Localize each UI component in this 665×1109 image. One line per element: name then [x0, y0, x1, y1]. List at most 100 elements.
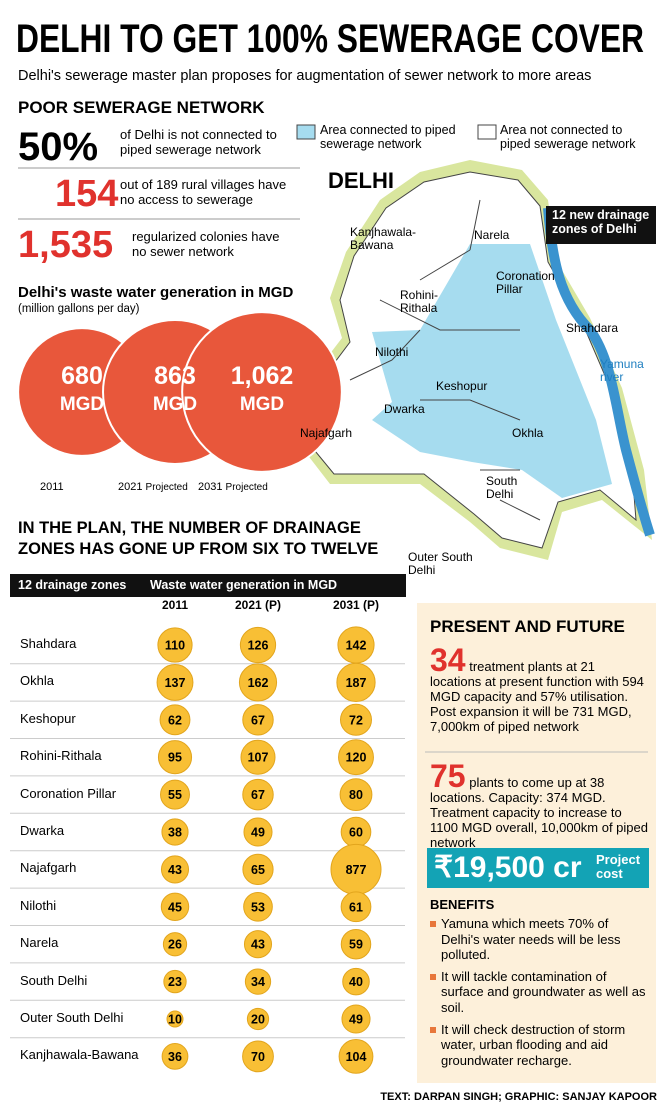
- table-header: 12 drainage zones: [18, 578, 127, 592]
- zone-label: South Delhi: [486, 474, 518, 502]
- bubble-label: 72: [349, 713, 363, 727]
- yamuna: [543, 207, 655, 537]
- bubble-label: 120: [346, 751, 367, 765]
- circle-year: 2031 Projected: [198, 481, 268, 494]
- circle-unit: MGD: [153, 394, 197, 415]
- year-header: 2031 (P): [332, 598, 380, 612]
- bubble: [246, 1007, 270, 1031]
- bubble: [339, 778, 373, 812]
- bubble: [340, 891, 372, 923]
- bubble-label: 43: [251, 938, 265, 952]
- legend-label: Area connected to piped sewerage network: [320, 123, 456, 152]
- circle-year: 2021 Projected: [118, 481, 188, 494]
- circle-label: 680: [61, 362, 103, 390]
- bubble-label: 53: [251, 900, 265, 914]
- bullet: [430, 973, 436, 980]
- bubble-label: 61: [349, 900, 363, 914]
- bubble-label: 45: [168, 900, 182, 914]
- bubble: [160, 855, 190, 884]
- box-heading: PRESENT AND FUTURE: [430, 617, 625, 636]
- bubble-label: 162: [248, 676, 269, 690]
- bubble-label: 23: [168, 975, 182, 989]
- zone-label: Kanjhawala- Bawana: [350, 225, 417, 253]
- stat-figure: 154: [55, 173, 119, 215]
- zone-name: Keshopur: [20, 710, 76, 726]
- bubble: [161, 1043, 189, 1070]
- zone-name: Nilothi: [20, 897, 57, 913]
- stat-figure: 50%: [18, 125, 99, 169]
- year-header: 2021 (P): [234, 598, 282, 612]
- present-future-box: [417, 603, 656, 1083]
- zone-name: South Delhi: [20, 972, 88, 988]
- cost-label: Project cost: [596, 852, 641, 881]
- zone-label: Narela: [474, 228, 510, 242]
- bubble-label: 187: [346, 676, 367, 690]
- bubble-label: 55: [168, 788, 182, 802]
- bubble: [239, 626, 277, 664]
- bubble: [166, 1010, 184, 1028]
- bubble-label: 43: [168, 863, 182, 877]
- circle-unit: MGD: [60, 394, 104, 415]
- section-heading: IN THE PLAN, THE NUMBER OF DRAINAGE ZONE…: [18, 519, 379, 559]
- bubble-label: 67: [251, 788, 265, 802]
- legend-label: Area not connected to piped sewerage net…: [500, 123, 636, 152]
- zone-label: Nilothi: [375, 345, 409, 359]
- future-item: 34 treatment plants at 21 locations at p…: [430, 644, 648, 735]
- table-header-bar: [10, 574, 406, 597]
- credit: TEXT: DARPAN SINGH; GRAPHIC: SANJAY KAPO…: [380, 1091, 657, 1103]
- zone-name: Kanjhawala-Bawana: [20, 1047, 139, 1063]
- legend-swatch: [296, 124, 316, 140]
- bubble-label: 137: [165, 676, 186, 690]
- bubble: [159, 704, 191, 736]
- zone-name: Okhla: [20, 673, 54, 689]
- bubble: [243, 817, 273, 847]
- bubble: [157, 740, 193, 775]
- callout-box: [546, 206, 656, 244]
- zone-label: Coronation Pillar: [496, 269, 555, 297]
- stat-text: regularized colonies have no sewer netwo…: [132, 229, 280, 259]
- river-label: Yamuna river: [600, 357, 644, 385]
- bubble: [242, 853, 274, 886]
- bubble-label: 38: [168, 826, 182, 840]
- benefit: It will check destruction of storm water…: [430, 1022, 648, 1069]
- item-text: plants to come up at 38 locations. Capac…: [430, 775, 648, 850]
- bubble: [340, 928, 372, 960]
- bubble: [336, 662, 376, 703]
- bubble-label: 59: [349, 938, 363, 952]
- bubble: [341, 1004, 371, 1034]
- year-tag: Projected: [145, 482, 188, 493]
- subtitle: Delhi's sewerage master plan proposes fo…: [18, 68, 592, 84]
- zone-name: Dwarka: [20, 823, 65, 838]
- bubble: [242, 778, 274, 811]
- bullet: [430, 1026, 436, 1033]
- benefit-text: Yamuna which meets 70% of Delhi's water …: [441, 916, 621, 963]
- bubble-label: 65: [251, 863, 265, 877]
- zone-name: Outer South Delhi: [20, 1010, 124, 1025]
- stat-figure: 1,535: [18, 224, 114, 266]
- bubble-label: 34: [251, 975, 265, 989]
- bubble: [338, 1039, 374, 1074]
- zone-name: Coronation Pillar: [20, 785, 117, 801]
- zone-name: Shahdara: [20, 636, 77, 651]
- bubble-label: 70: [251, 1050, 265, 1064]
- bubble-label: 104: [346, 1050, 367, 1064]
- bubble-label: 49: [349, 1013, 363, 1027]
- bubble: [242, 704, 274, 736]
- bubble-label: 62: [168, 713, 182, 727]
- cost-box: [427, 848, 649, 888]
- bubble-label: 20: [251, 1013, 265, 1027]
- year-tag: Projected: [225, 482, 268, 493]
- bubble-label: 95: [168, 751, 182, 765]
- bubble: [243, 930, 273, 959]
- zone-name: Rohini-Rithala: [20, 748, 102, 764]
- zone-label: Najafgarh: [300, 426, 353, 440]
- benefits-list: Yamuna which meets 70% of Delhi's water …: [430, 916, 648, 1074]
- future-item: 75 plants to come up at 38 locations. Ca…: [430, 760, 648, 851]
- bubble-label: 36: [168, 1050, 182, 1064]
- zone-name: Najafgarh: [20, 860, 77, 876]
- bubble-label: 40: [349, 975, 363, 989]
- zone-label: Okhla: [512, 426, 544, 440]
- section-heading: POOR SEWERAGE NETWORK: [18, 98, 265, 117]
- stat-text: of Delhi is not connected to piped sewer…: [120, 127, 277, 157]
